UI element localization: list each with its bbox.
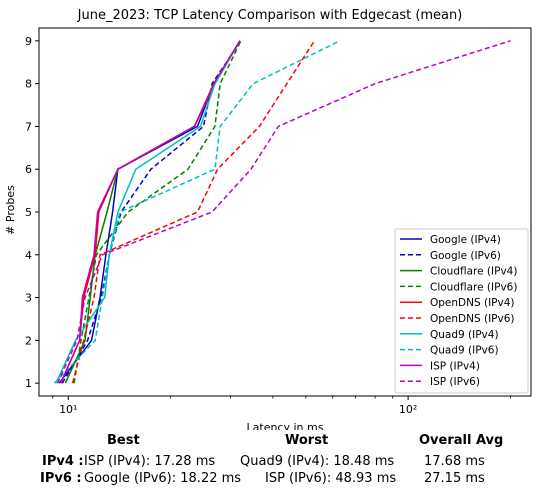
legend-label-9: ISP (IPv6) [430,376,480,388]
summary-row-ipv6-avg: 27.15 ms [424,471,485,486]
latency-chart: June_2023: TCP Latency Comparison with E… [4,8,532,430]
legend-label-4: OpenDNS (IPv4) [430,297,515,309]
summary-row-ipv4-label: IPv4 : [42,454,84,469]
series-line-5 [71,40,316,384]
summary-row-ipv6-worst: ISP (IPv6): 48.93 ms [265,471,397,486]
plot-area: 1 2 3 4 5 6 7 8 9 10¹ 10² [25,27,532,416]
series-line-6 [55,40,241,384]
legend-box [394,228,529,394]
y-tick-label: 2 [25,334,32,347]
x-tick-label: 10¹ [59,403,77,416]
summary-header-best: Best [107,433,140,448]
series-line-9 [56,40,511,384]
summary-row-ipv6-label: IPv6 : [40,471,82,486]
y-tick-label: 7 [25,120,32,133]
summary-header-avg: Overall Avg [419,433,504,448]
x-axis-label: Latency in ms [247,421,324,430]
y-tick-label: 5 [25,206,32,219]
y-tick-label: 4 [25,249,32,262]
y-tick-label: 3 [25,292,32,305]
chart-title: June_2023: TCP Latency Comparison with E… [77,8,463,23]
legend-label-0: Google (IPv4) [430,234,501,246]
legend-label-5: OpenDNS (IPv6) [430,313,515,325]
series-line-7 [53,40,341,384]
series-line-8 [60,40,241,384]
series-line-3 [73,40,242,384]
y-tick-label: 8 [25,78,32,91]
summary-row-ipv4-best: ISP (IPv4): 17.28 ms [84,454,216,469]
legend-label-7: Quad9 (IPv6) [430,345,499,357]
series-line-4 [60,40,241,384]
summary-row-ipv6-best: Google (IPv6): 18.22 ms [84,471,242,486]
summary-row-ipv4-worst: Quad9 (IPv4): 18.48 ms [240,454,395,469]
x-tick-label: 10² [399,403,417,416]
y-tick-label: 6 [25,163,32,176]
y-tick-label: 1 [25,377,32,390]
summary-header-worst: Worst [285,433,329,448]
legend-label-8: ISP (IPv4) [430,360,480,372]
summary-row-ipv4-avg: 17.68 ms [424,454,485,469]
legend-label-1: Google (IPv6) [430,250,501,262]
y-tick-label: 9 [25,35,32,48]
legend-label-3: Cloudflare (IPv6) [430,281,517,293]
chart-legend: Google (IPv4) Google (IPv6) Cloudflare (IP… [394,228,529,394]
y-axis-label: # Probes [4,185,17,235]
legend-label-6: Quad9 (IPv4) [430,329,499,341]
series-line-2 [64,40,241,384]
series-line-1 [61,40,242,384]
legend-label-2: Cloudflare (IPv4) [430,266,517,278]
